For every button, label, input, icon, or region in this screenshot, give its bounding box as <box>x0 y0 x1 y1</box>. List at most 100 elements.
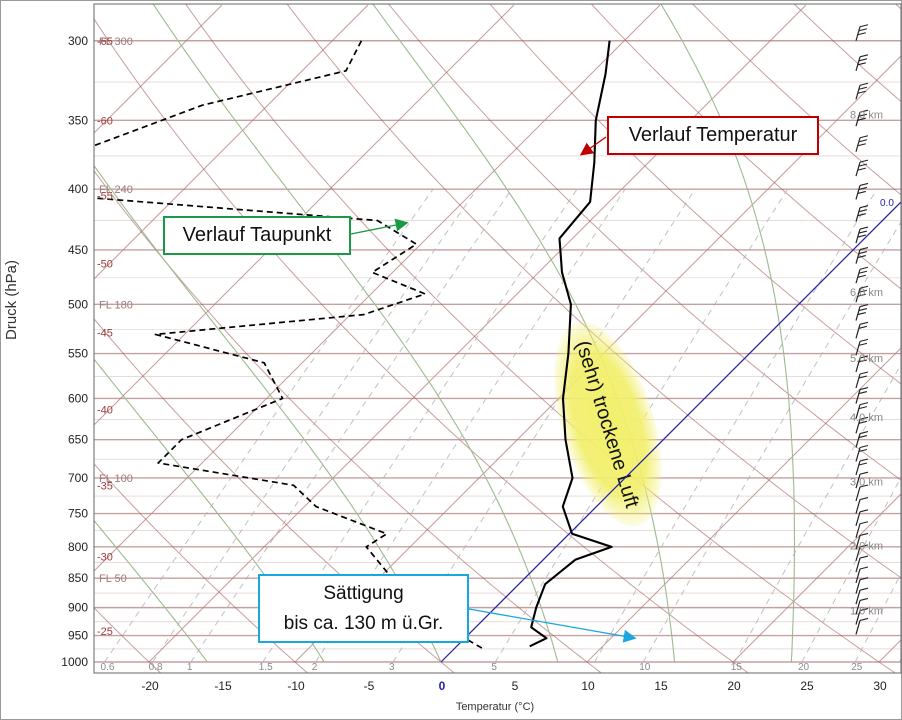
mixing-ratio-label: 1.5 <box>259 662 273 673</box>
wind-barb-staff <box>855 546 861 562</box>
isotherm-label: -45 <box>97 327 113 339</box>
height-label: 2.0 km <box>850 541 883 553</box>
wind-barb <box>855 471 869 489</box>
height-label: 1.0 km <box>850 605 883 617</box>
isotherm-line <box>732 493 901 663</box>
wind-barb <box>855 54 869 71</box>
mixing-ratio-line <box>104 188 434 663</box>
wind-barb-staff <box>855 557 861 573</box>
mixing-ratio-line <box>854 572 901 663</box>
y-tick-label: 550 <box>68 347 88 361</box>
wind-barb-flag <box>857 32 866 36</box>
wind-barb-flag <box>858 58 868 62</box>
wind-barb <box>855 135 869 152</box>
wind-barb-staff <box>855 600 861 615</box>
wind-barb-staff <box>855 404 861 419</box>
wind-barb-staff <box>855 85 861 100</box>
flight-level-label: FL 100 <box>99 473 133 485</box>
wind-barb <box>855 285 869 303</box>
height-label: 6.0 km <box>850 287 883 299</box>
wind-barb <box>855 24 869 41</box>
wind-barb-flag <box>858 359 868 363</box>
y-tick-label: 700 <box>68 471 88 485</box>
wind-barb-flag <box>857 274 866 278</box>
dry-adiabat-line <box>894 4 901 10</box>
wind-barb-staff <box>855 111 861 127</box>
wind-barb-staff <box>855 373 861 389</box>
y-tick-label: 350 <box>68 113 88 127</box>
wind-barb-flag <box>859 266 869 270</box>
wind-barb-staff <box>855 389 861 404</box>
temperature-callout-arrow <box>579 136 607 156</box>
flight-level-label: FL 180 <box>99 299 133 311</box>
dry-air-ellipse <box>554 321 662 527</box>
wind-barb-staff <box>855 590 861 605</box>
wind-barb-flag <box>859 371 869 375</box>
wind-barb-staff <box>855 269 861 284</box>
wind-barb-flag <box>859 304 869 308</box>
saturation-callout-line1: Sättigung <box>323 583 404 604</box>
wind-barb-flag <box>858 28 868 32</box>
mixing-ratio-line <box>494 188 789 663</box>
wind-barb-staff <box>855 161 861 177</box>
dry-adiabat-line <box>692 4 901 196</box>
mixing-ratio-label: 5 <box>491 662 497 673</box>
wind-barb-flag <box>859 82 869 86</box>
wind-barb-flag <box>859 484 869 488</box>
plot-area <box>93 3 902 674</box>
wind-barb-staff <box>855 579 861 594</box>
y-tick-label: 500 <box>68 297 88 311</box>
mixing-ratio-label: 10 <box>639 662 651 673</box>
wind-barb-flag <box>858 86 868 90</box>
isotherm-line <box>294 55 901 663</box>
isotherm-line <box>94 4 223 134</box>
wind-barb-flag <box>858 406 868 410</box>
temperature-callout: Verlauf Temperatur <box>607 116 819 155</box>
wind-barb-flag <box>859 544 869 548</box>
wind-barb-flag <box>859 338 869 342</box>
wind-barb <box>855 416 869 434</box>
wind-barb-flag <box>859 355 869 359</box>
isotherm-line <box>148 4 807 663</box>
wind-barb <box>855 159 869 177</box>
isotherm-line <box>94 4 515 426</box>
wind-barb-staff <box>855 568 861 584</box>
wind-barb-flag <box>858 391 868 395</box>
wind-barb-staff <box>855 207 861 222</box>
mixing-ratio-label: 2 <box>312 662 318 673</box>
wind-barb-flag <box>857 312 866 316</box>
wind-barb-flag <box>858 230 868 234</box>
x-tick-label: 5 <box>512 679 519 693</box>
wind-barb-flag <box>858 270 868 274</box>
isotherm-label: -50 <box>97 259 113 271</box>
x-tick-label: -10 <box>287 679 305 693</box>
wind-barb <box>855 387 869 404</box>
wind-barb-flag <box>859 521 869 525</box>
wind-barb <box>855 608 869 625</box>
wind-barb-staff <box>855 433 861 448</box>
wind-barb-flag <box>859 387 869 391</box>
wind-barb-flag <box>859 159 869 163</box>
wind-barb <box>855 484 869 502</box>
dry-adiabat-line <box>94 463 309 673</box>
wind-barb-flag <box>858 163 868 167</box>
wind-barb-flag <box>859 54 869 58</box>
wind-barb-flag <box>858 342 868 346</box>
wind-barb-flag <box>858 325 868 329</box>
wind-barb-staff <box>855 56 861 71</box>
wind-barb-flag <box>859 416 869 420</box>
wind-barb-flag <box>859 509 869 513</box>
wind-barb-staff <box>855 486 861 502</box>
wind-barb-flag <box>857 255 866 259</box>
wind-barb-staff <box>855 447 861 462</box>
y-tick-label: 600 <box>68 391 88 405</box>
freezing-level-label: 0.0 <box>880 198 894 209</box>
wind-barb-staff <box>855 523 861 538</box>
callout-arrows <box>350 136 637 643</box>
wind-barb-flag <box>859 247 869 251</box>
wind-barb-flag <box>859 226 869 230</box>
wind-barb-flag <box>859 555 869 559</box>
wind-barb-flag <box>859 431 869 435</box>
mixing-ratio-line <box>594 188 878 663</box>
wind-barb-flag <box>859 444 869 449</box>
